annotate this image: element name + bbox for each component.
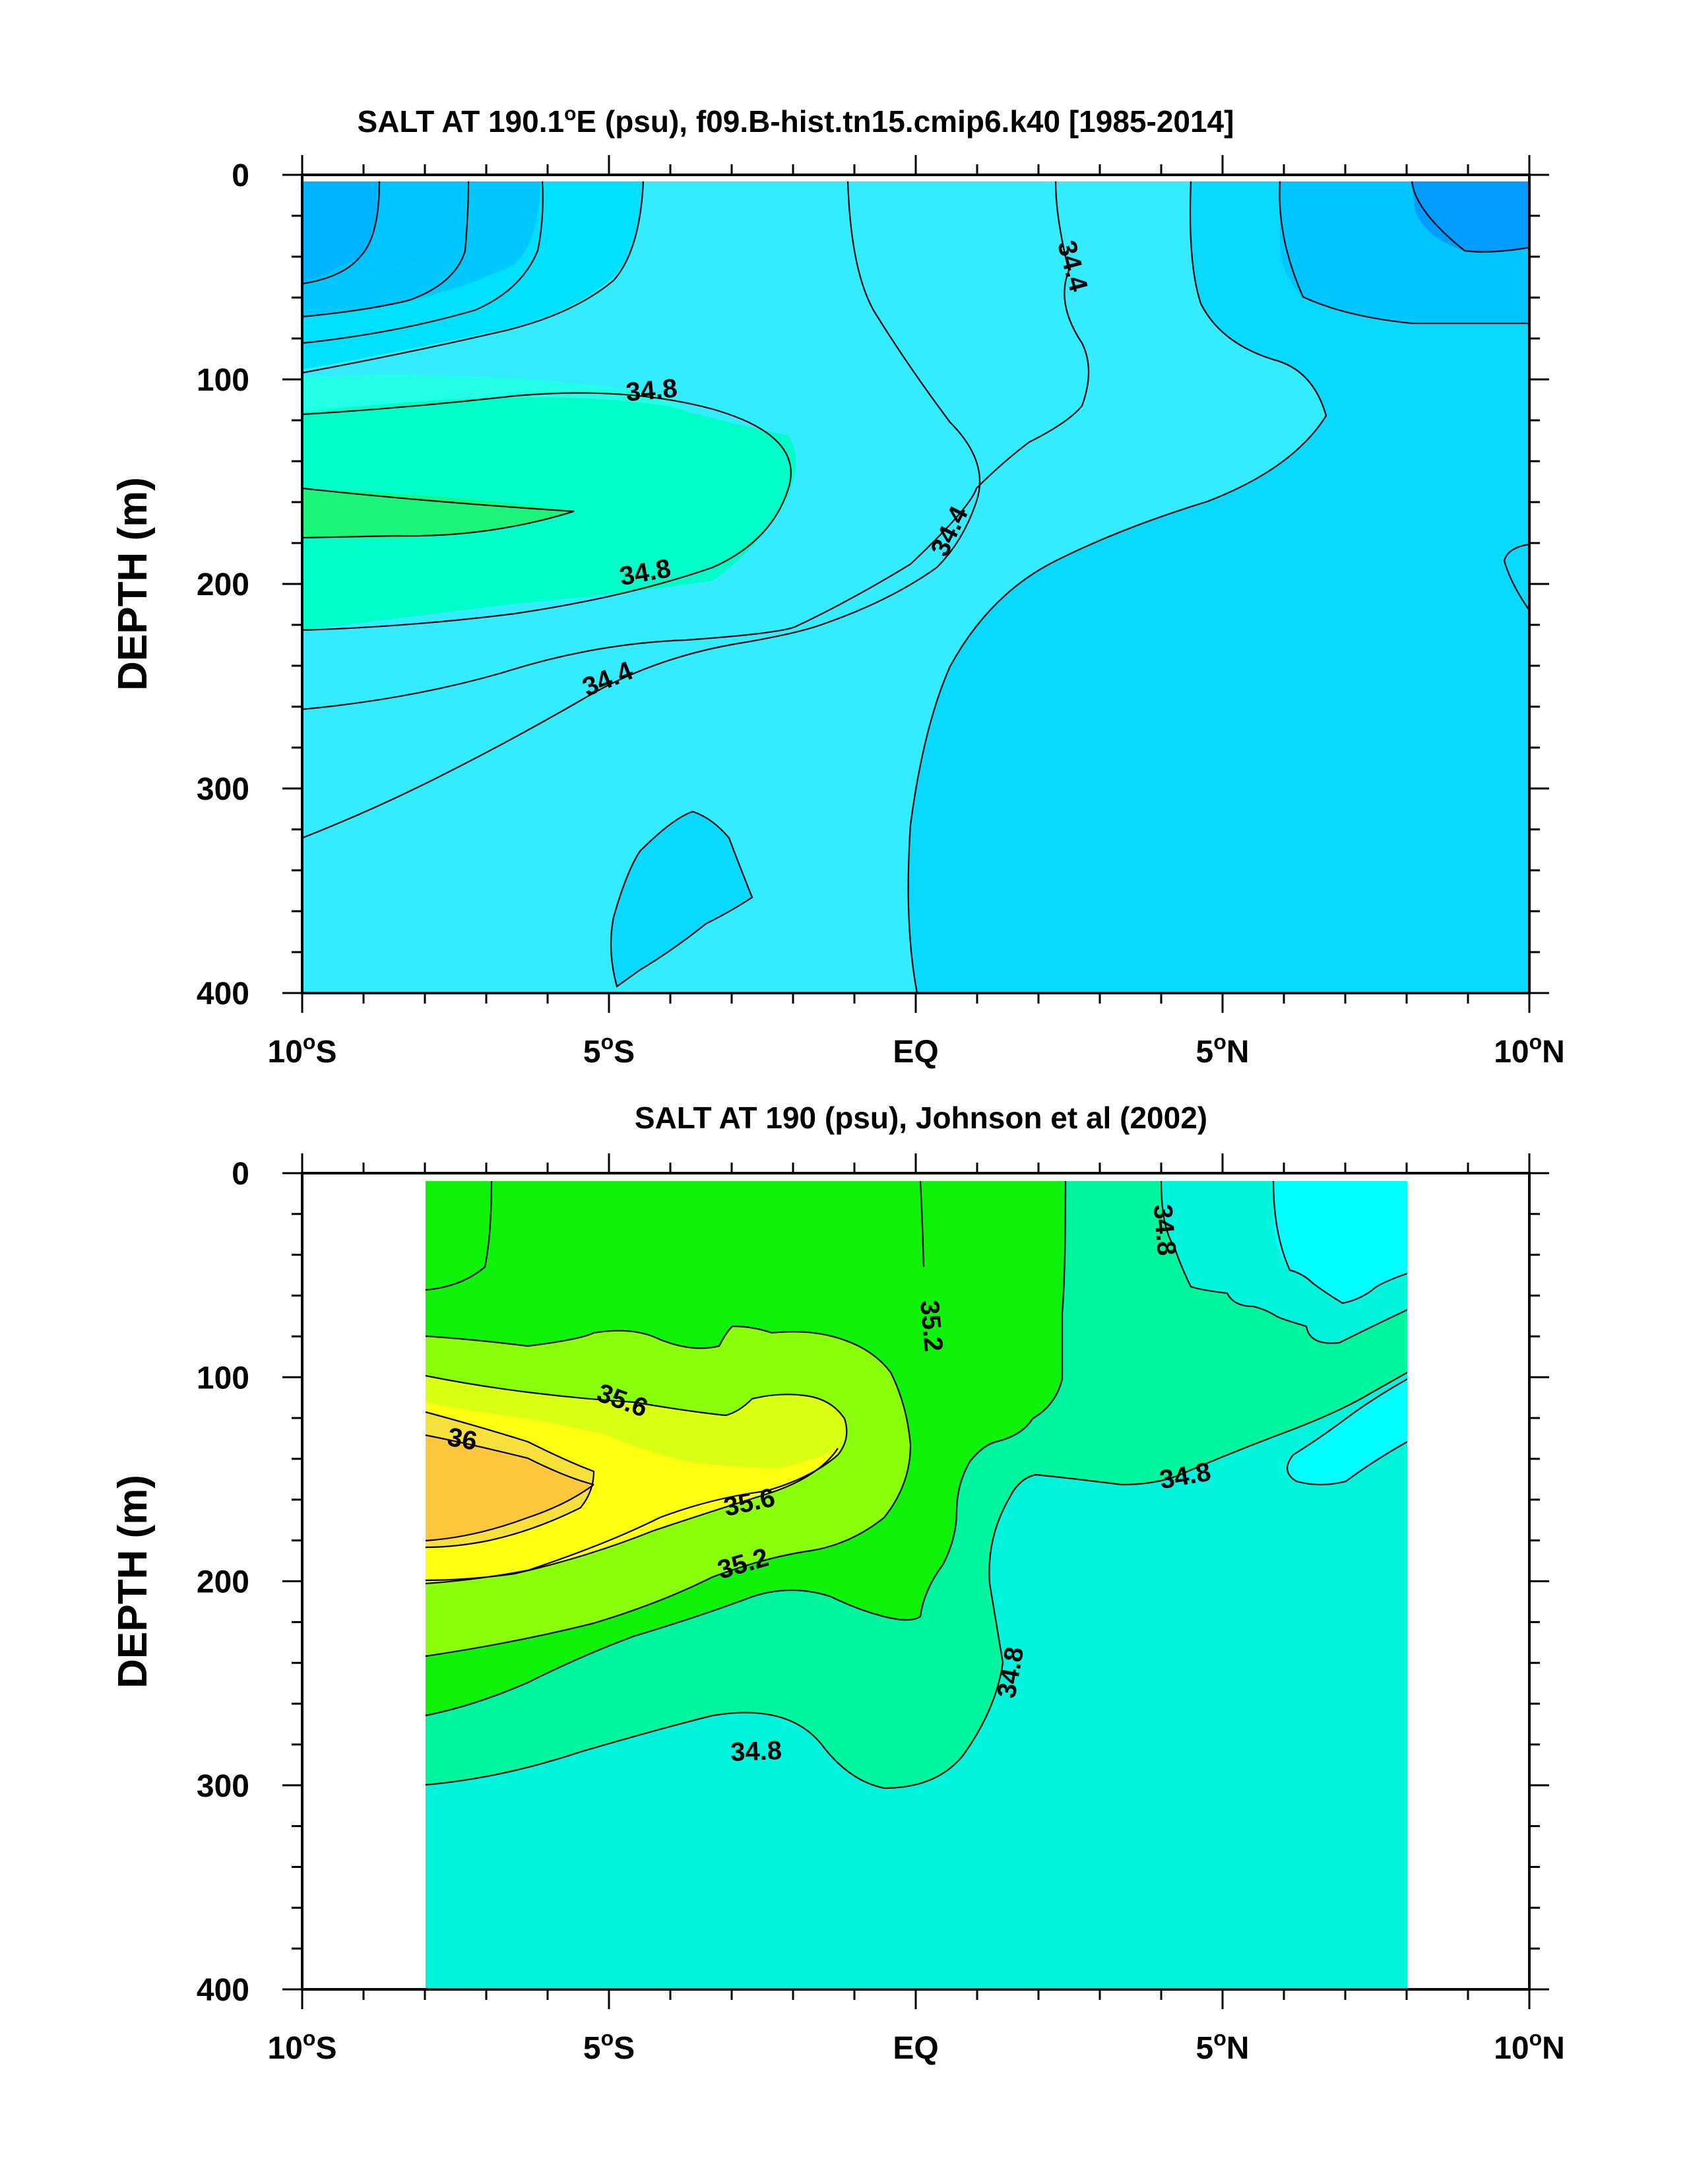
panel2-contour-34.8a (425, 1372, 1408, 1789)
panel2-ytick-label: 300 (197, 1769, 249, 1804)
panel2-contour-34.8b (1160, 1180, 1408, 1344)
panel1-fill-patch-bottom (611, 812, 752, 986)
panel2-xtick-label: 5oS (583, 2026, 635, 2066)
panel2-contour-35.6 (425, 1448, 839, 1582)
panel1-ytick-label: 400 (197, 977, 249, 1012)
panel1-contour (610, 810, 753, 988)
panel2-ytick-label: 200 (197, 1565, 249, 1600)
panel1-contour (1279, 181, 1529, 325)
panel1-contour (302, 181, 645, 374)
panel2-fill-34.6-ne (1273, 1181, 1407, 1303)
panel1-xtick-label: 5oS (583, 1030, 635, 1070)
panel2-ylabel: DEPTH (m) (110, 1475, 156, 1688)
panel-model: SALT AT 190.1oE (psu), f09.B-hist.tn15.c… (110, 103, 1565, 1070)
panel2-plot-area (425, 1180, 1408, 1989)
panel2-fill-34.6-e (1287, 1379, 1407, 1485)
panel2-contour-label: 34.8 (730, 1736, 782, 1767)
panel1-contour (302, 181, 381, 285)
panel2-contour-35.2-left (425, 1180, 493, 1291)
panel2-xtick-label: EQ (893, 2031, 938, 2066)
panel2-contour-35.8 (425, 1411, 595, 1549)
panel2-contours (425, 1180, 1408, 1789)
panel1-contour-34.2 (907, 181, 1327, 994)
panel1-ytick-label: 300 (197, 772, 249, 807)
panel2-contour-36.0b (425, 1484, 594, 1542)
panel2-ytick-label: 100 (197, 1361, 249, 1396)
panel1-contour (302, 487, 575, 539)
panel2-contour-35.4 (425, 1374, 848, 1585)
panel2-axes: 10oS 5oS EQ 5oN 10oN 0 100 200 300 400 (197, 1153, 1565, 2066)
panel2-xtick-label: 10oN (1494, 2026, 1565, 2066)
panel2-contour (1287, 1378, 1408, 1486)
panel1-contour-34.4a (302, 181, 981, 839)
panel2-contour-label-text: 36 (445, 1423, 479, 1456)
panel2-contour-label-text: 34.8 (730, 1736, 782, 1767)
panel1-contour (1503, 543, 1530, 611)
panel2-contour-label: 35.2 (914, 1299, 948, 1353)
panel2-contour-36.0 (425, 1434, 594, 1486)
panel1-contour (1411, 181, 1530, 253)
panel2-contour-35.0 (425, 1180, 1067, 1717)
panel1-fill-33.6 (302, 181, 379, 284)
panel1-fill-patch-right (1504, 544, 1529, 610)
panel1-contours (302, 181, 1530, 994)
panel1-fill-33.8-east (1412, 181, 1529, 252)
panel1-ytick-label: 100 (197, 363, 249, 398)
panel1-fill-35.0 (302, 488, 574, 538)
panel1-contour-label-text: 34.8 (625, 373, 678, 407)
panel2-contour-label: 34.8 (1148, 1203, 1182, 1256)
panel1-contour-34.8a (302, 392, 792, 631)
panel2-xtick-label: 5oN (1196, 2026, 1250, 2066)
panel2-contour-label-text: 34.8 (1148, 1203, 1182, 1256)
panel2-contour (1272, 1180, 1408, 1304)
panel-observation: SALT AT 190 (psu), Johnson et al (2002) (110, 1101, 1565, 2066)
panel1-fill-34.2-east (908, 181, 1529, 993)
panel2-title: SALT AT 190 (psu), Johnson et al (2002) (635, 1101, 1207, 1135)
panel2-ytick-label: 400 (197, 1973, 249, 2008)
panel1-xtick-label: 10oN (1494, 1030, 1565, 1070)
panel1-ytick-label: 0 (232, 158, 249, 193)
panel1-title: SALT AT 190.1oE (psu), f09.B-hist.tn15.c… (358, 103, 1234, 139)
panel1-axes: 10oS 5oS EQ 5oN 10oN 0 100 200 300 400 (197, 155, 1565, 1070)
panel1-contour (302, 181, 544, 344)
panel2-fill-36.2 (426, 1435, 594, 1541)
panel1-xtick-label: 10oS (268, 1030, 337, 1070)
panel2-contour-label-text: 35.2 (914, 1299, 948, 1353)
panel1-xtick-label: EQ (893, 1035, 938, 1070)
panel1-contour-34.6 (302, 181, 1090, 711)
panel2-ytick-label: 0 (232, 1157, 249, 1192)
panel1-contour-label: 34.8 (625, 373, 678, 407)
panel2-contour-35.2-top (919, 1180, 925, 1268)
panel1-plot-area (302, 181, 1530, 994)
panel2-contour-35.2 (425, 1325, 912, 1657)
panel2-xtick-label: 10oS (268, 2026, 337, 2066)
panel1-ytick-label: 200 (197, 567, 249, 602)
panel1-xtick-label: 5oN (1196, 1030, 1250, 1070)
panel1-contour (302, 181, 470, 318)
panel1-ylabel: DEPTH (m) (110, 477, 156, 691)
panel2-contour-label: 36 (445, 1423, 479, 1456)
